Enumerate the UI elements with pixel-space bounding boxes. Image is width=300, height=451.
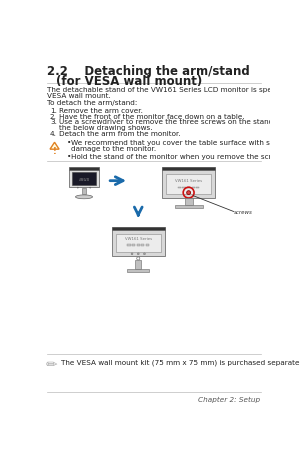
Text: screws: screws	[234, 210, 253, 215]
FancyBboxPatch shape	[128, 245, 130, 246]
FancyBboxPatch shape	[146, 245, 149, 246]
FancyBboxPatch shape	[187, 187, 190, 189]
FancyBboxPatch shape	[141, 245, 145, 246]
Text: VW161 Series: VW161 Series	[125, 237, 152, 241]
Text: Use a screwdriver to remove the three screws on the stand of the monitor as: Use a screwdriver to remove the three sc…	[59, 119, 300, 125]
Circle shape	[77, 188, 78, 189]
Text: !: !	[52, 146, 56, 155]
FancyBboxPatch shape	[166, 175, 211, 194]
FancyBboxPatch shape	[132, 245, 135, 246]
FancyBboxPatch shape	[112, 230, 165, 257]
FancyBboxPatch shape	[182, 187, 185, 189]
FancyBboxPatch shape	[162, 167, 215, 170]
FancyBboxPatch shape	[192, 187, 195, 189]
FancyBboxPatch shape	[196, 187, 200, 189]
Text: VESA wall mount.: VESA wall mount.	[47, 93, 110, 99]
FancyBboxPatch shape	[185, 199, 193, 205]
FancyBboxPatch shape	[162, 170, 215, 198]
Circle shape	[187, 191, 190, 195]
FancyBboxPatch shape	[128, 270, 149, 273]
FancyBboxPatch shape	[135, 260, 141, 270]
Circle shape	[143, 253, 146, 255]
FancyBboxPatch shape	[175, 206, 203, 209]
Circle shape	[137, 253, 139, 255]
Text: We recommend that you cover the table surface with soft cloth to prevent: We recommend that you cover the table su…	[71, 140, 300, 146]
FancyBboxPatch shape	[69, 170, 99, 188]
Text: ✏: ✏	[46, 358, 57, 372]
Text: 3.: 3.	[50, 119, 57, 125]
Text: •: •	[67, 153, 71, 159]
Text: Hold the stand of the monitor when you remove the screws.: Hold the stand of the monitor when you r…	[71, 153, 288, 159]
Circle shape	[90, 188, 91, 189]
Text: Chapter 2: Setup: Chapter 2: Setup	[198, 396, 260, 402]
Text: The detachable stand of the VW161 Series LCD monitor is specially designed for: The detachable stand of the VW161 Series…	[47, 87, 300, 93]
Text: VW161 Series: VW161 Series	[175, 178, 202, 182]
Text: The VESA wall mount kit (75 mm x 75 mm) is purchased separately.: The VESA wall mount kit (75 mm x 75 mm) …	[61, 359, 300, 365]
FancyBboxPatch shape	[178, 187, 181, 189]
FancyBboxPatch shape	[116, 234, 161, 253]
Ellipse shape	[76, 195, 92, 199]
Text: Detach the arm from the monitor.: Detach the arm from the monitor.	[59, 131, 181, 137]
FancyBboxPatch shape	[69, 167, 99, 170]
FancyBboxPatch shape	[137, 245, 140, 246]
Text: Remove the arm cover.: Remove the arm cover.	[59, 107, 143, 114]
Text: 2.: 2.	[50, 113, 57, 119]
Text: asus: asus	[78, 176, 90, 181]
Text: 4.: 4.	[50, 131, 57, 137]
FancyBboxPatch shape	[82, 188, 86, 194]
Text: the below drawing shows.: the below drawing shows.	[59, 125, 153, 131]
Text: Have the front of the monitor face down on a table.: Have the front of the monitor face down …	[59, 113, 245, 119]
FancyBboxPatch shape	[72, 173, 96, 186]
Text: 1.: 1.	[50, 107, 57, 114]
Circle shape	[131, 253, 133, 255]
Text: To detach the arm/stand:: To detach the arm/stand:	[47, 100, 137, 106]
Text: •: •	[67, 140, 71, 146]
Polygon shape	[50, 143, 59, 150]
Text: damage to the monitor.: damage to the monitor.	[71, 146, 156, 152]
FancyBboxPatch shape	[112, 227, 165, 230]
Text: 2.2    Detaching the arm/stand: 2.2 Detaching the arm/stand	[47, 65, 250, 78]
Text: (for VESA wall mount): (for VESA wall mount)	[56, 75, 202, 88]
